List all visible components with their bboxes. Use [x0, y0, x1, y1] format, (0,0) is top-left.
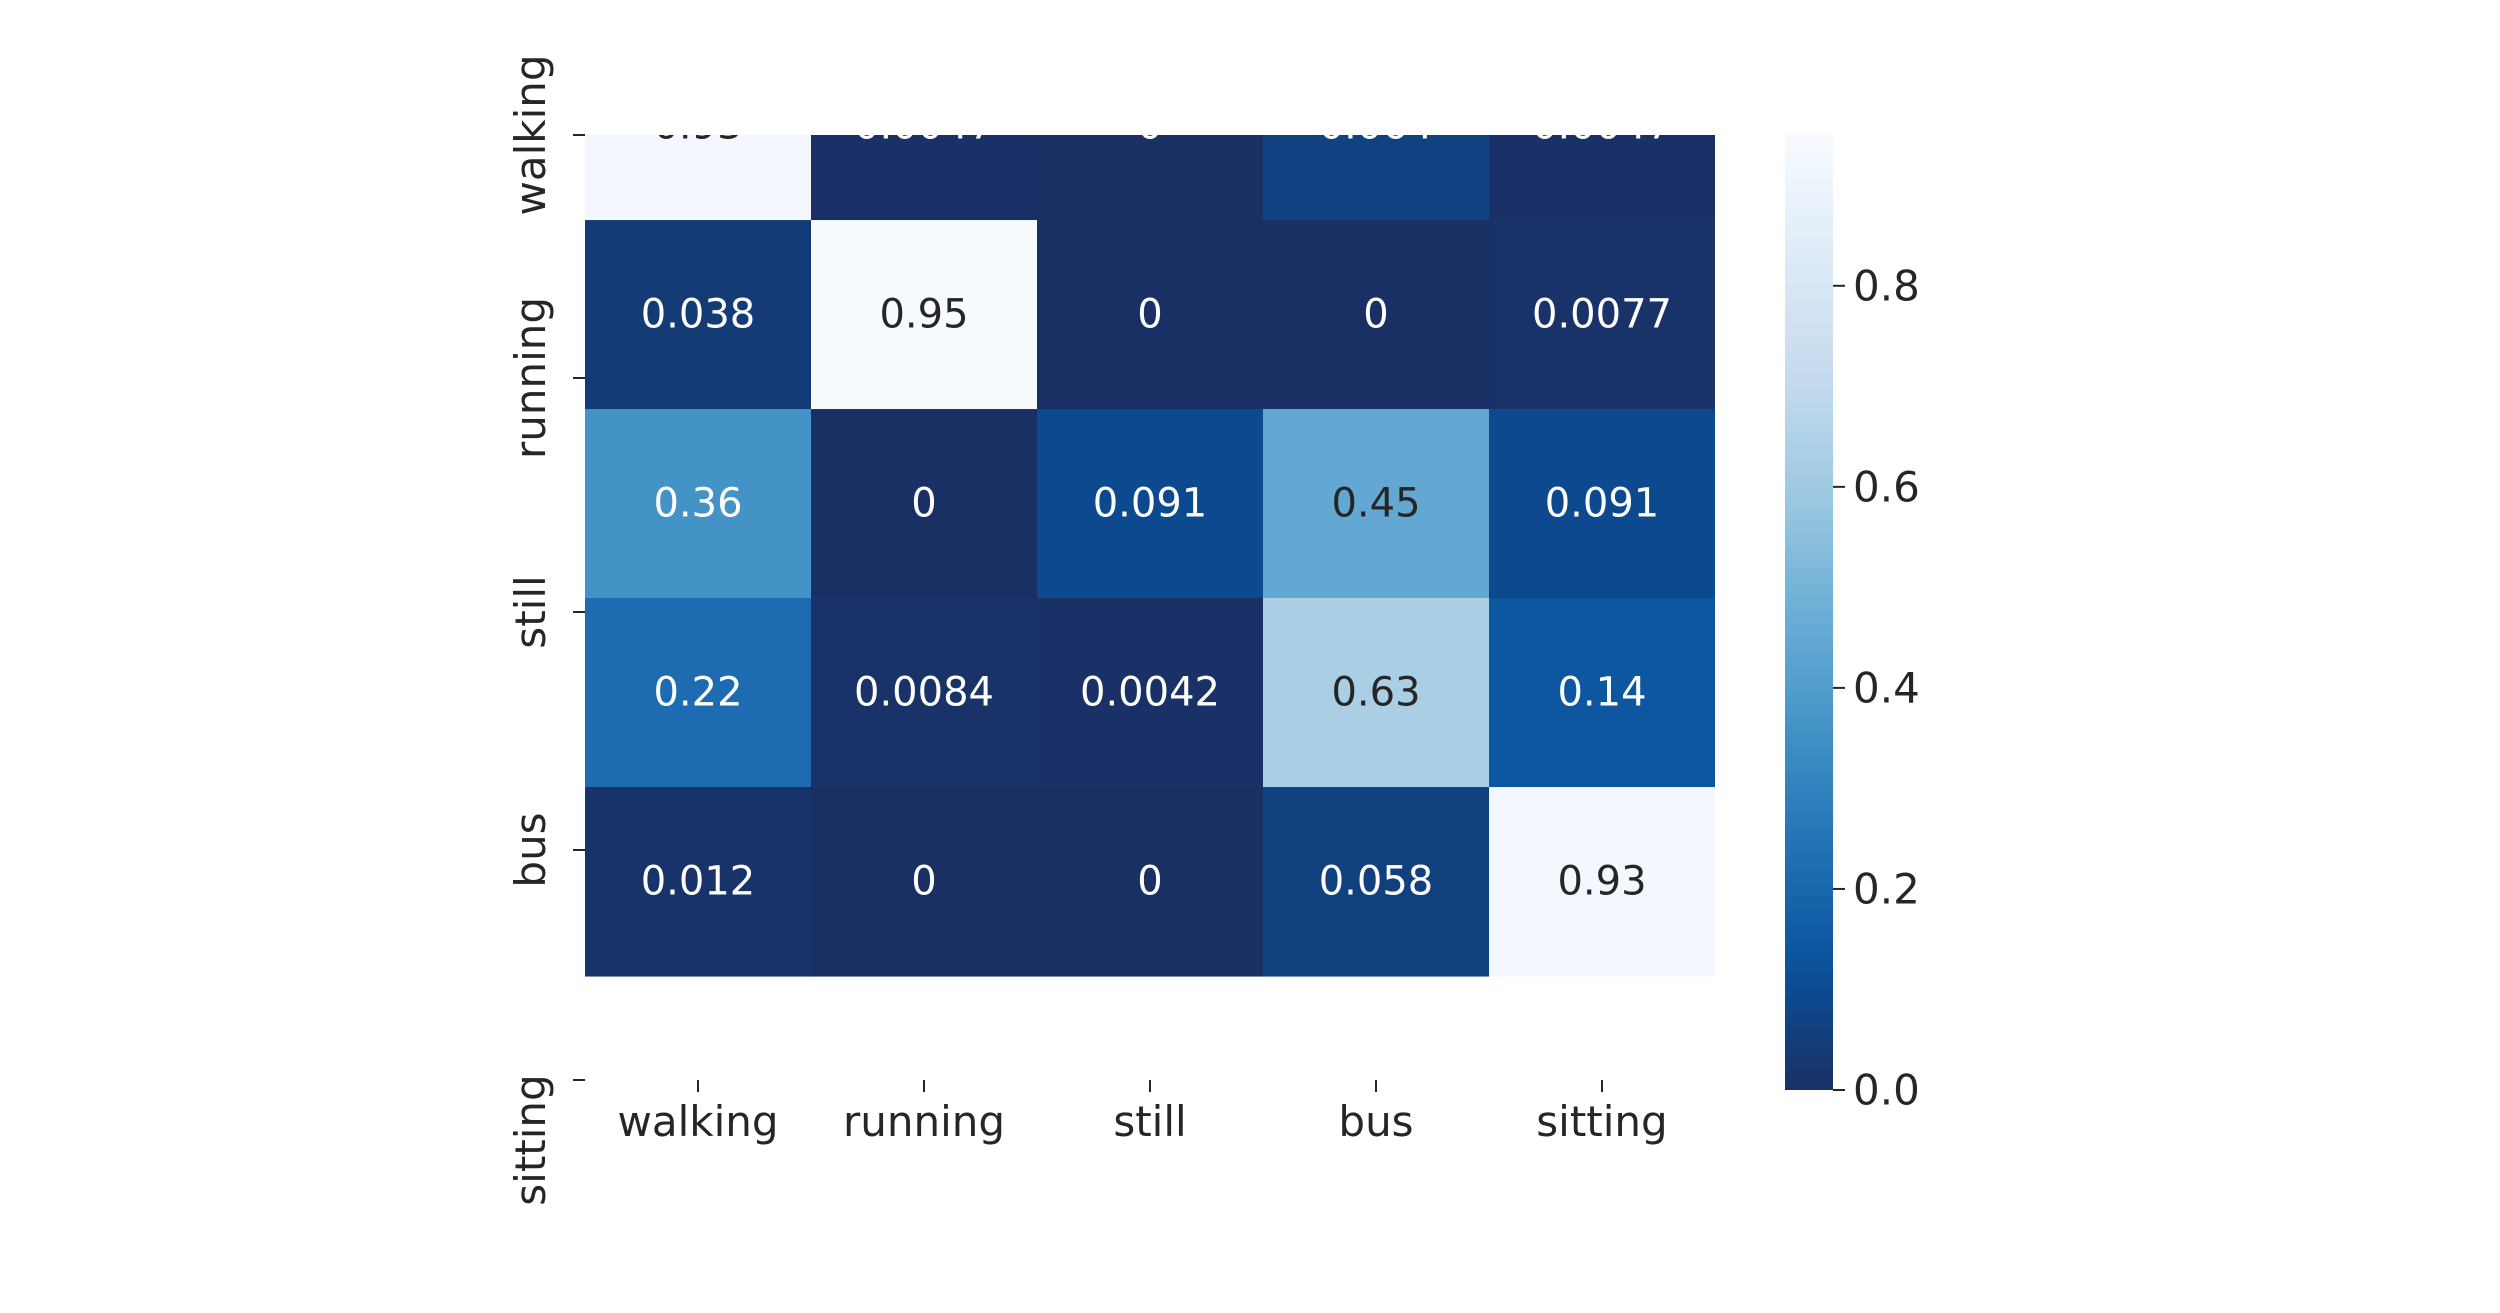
- y-tick-label: sitting: [506, 1074, 555, 1205]
- heatmap-cell-running-still: [1037, 220, 1264, 410]
- x-axis: walking running still bus sitting: [617, 1080, 1668, 1146]
- cell-value-label: 0.93: [653, 103, 742, 149]
- colorbar-tick-label: 0.8: [1853, 261, 1920, 310]
- cell-value-label: 0.091: [1093, 481, 1208, 527]
- colorbar-tick-label: 0.0: [1853, 1066, 1920, 1115]
- cell-value-label: 0.012: [641, 859, 756, 905]
- cell-value-label: 0.63: [1331, 670, 1420, 716]
- x-tick-label: walking: [617, 1097, 778, 1146]
- heatmap-cell-still-walking: [585, 409, 812, 599]
- colorbar-gradient: [1785, 135, 1833, 1090]
- cell-value-label: 0.93: [1557, 859, 1646, 905]
- colorbar-tick-label: 0.4: [1853, 663, 1920, 712]
- x-tick-label: still: [1113, 1097, 1186, 1146]
- heatmap-cell-labels: 0.93 0.0047 0 0.064 0.0047 0.038 0.95 0 0 0.0077 0…: [641, 103, 1672, 905]
- y-tick-label: walking: [506, 54, 555, 215]
- x-tick-label: running: [843, 1097, 1005, 1146]
- heatmap-cell-sitting-bus: [1263, 787, 1490, 977]
- cell-value-label: 0.0042: [1080, 670, 1220, 716]
- heatmap-cell-bus-sitting: [1489, 598, 1715, 788]
- y-axis: walking running still bus sitting: [506, 54, 585, 1206]
- x-tick-label: sitting: [1536, 1097, 1667, 1146]
- heatmap-cell-bus-still: [1037, 598, 1264, 788]
- heatmap-cell-walking-sitting: [1489, 135, 1715, 221]
- heatmap-cell-sitting-still: [1037, 787, 1264, 977]
- heatmap-cell-walking-running: [811, 135, 1038, 221]
- cell-value-label: 0.22: [653, 670, 742, 716]
- cell-value-label: 0: [911, 859, 936, 905]
- cell-value-label: 0: [1137, 103, 1162, 149]
- cell-value-label: 0.45: [1331, 481, 1420, 527]
- heatmap-cell-bus-bus: [1263, 598, 1490, 788]
- heatmap-cell-still-running: [811, 409, 1038, 599]
- heatmap-cell-sitting-sitting: [1489, 787, 1715, 977]
- heatmap-cell-sitting-running: [811, 787, 1038, 977]
- heatmap-cell-running-walking: [585, 220, 812, 410]
- cell-value-label: 0.0047: [854, 103, 994, 149]
- cell-value-label: 0.0047: [1532, 103, 1672, 149]
- heatmap-cell-walking-still: [1037, 135, 1264, 221]
- heatmap-cell-still-still: [1037, 409, 1264, 599]
- cell-value-label: 0.0077: [1532, 292, 1672, 338]
- heatmap-cell-walking-walking: [585, 135, 812, 221]
- x-tick-label: bus: [1338, 1097, 1413, 1146]
- cell-value-label: 0.95: [879, 292, 968, 338]
- cell-value-label: 0: [1137, 859, 1162, 905]
- heatmap-cells: [585, 135, 1715, 977]
- heatmap-cell-bus-walking: [585, 598, 812, 788]
- colorbar-tick-label: 0.2: [1853, 864, 1920, 913]
- colorbar: 0.0 0.2 0.4 0.6 0.8: [1785, 135, 1920, 1115]
- cell-value-label: 0.058: [1319, 859, 1434, 905]
- heatmap-cell-bus-running: [811, 598, 1038, 788]
- cell-value-label: 0: [911, 481, 936, 527]
- heatmap-cell-sitting-walking: [585, 787, 812, 977]
- cell-value-label: 0.064: [1319, 103, 1434, 149]
- cell-value-label: 0.038: [641, 292, 756, 338]
- y-tick-label: still: [506, 575, 555, 648]
- heatmap-cell-running-bus: [1263, 220, 1490, 410]
- heatmap-cell-running-sitting: [1489, 220, 1715, 410]
- cell-value-label: 0: [1137, 292, 1162, 338]
- heatmap-cell-running-running: [811, 220, 1038, 410]
- cell-value-label: 0: [1363, 292, 1388, 338]
- heatmap-cell-still-bus: [1263, 409, 1490, 599]
- y-tick-label: running: [506, 297, 555, 459]
- cell-value-label: 0.0084: [854, 670, 994, 716]
- cell-value-label: 0.36: [653, 481, 742, 527]
- cell-value-label: 0.091: [1545, 481, 1660, 527]
- heatmap-cell-still-sitting: [1489, 409, 1715, 599]
- heatmap-cell-walking-bus: [1263, 135, 1490, 221]
- y-tick-label: bus: [506, 812, 555, 887]
- cell-value-label: 0.14: [1557, 670, 1646, 716]
- colorbar-tick-label: 0.6: [1853, 462, 1920, 511]
